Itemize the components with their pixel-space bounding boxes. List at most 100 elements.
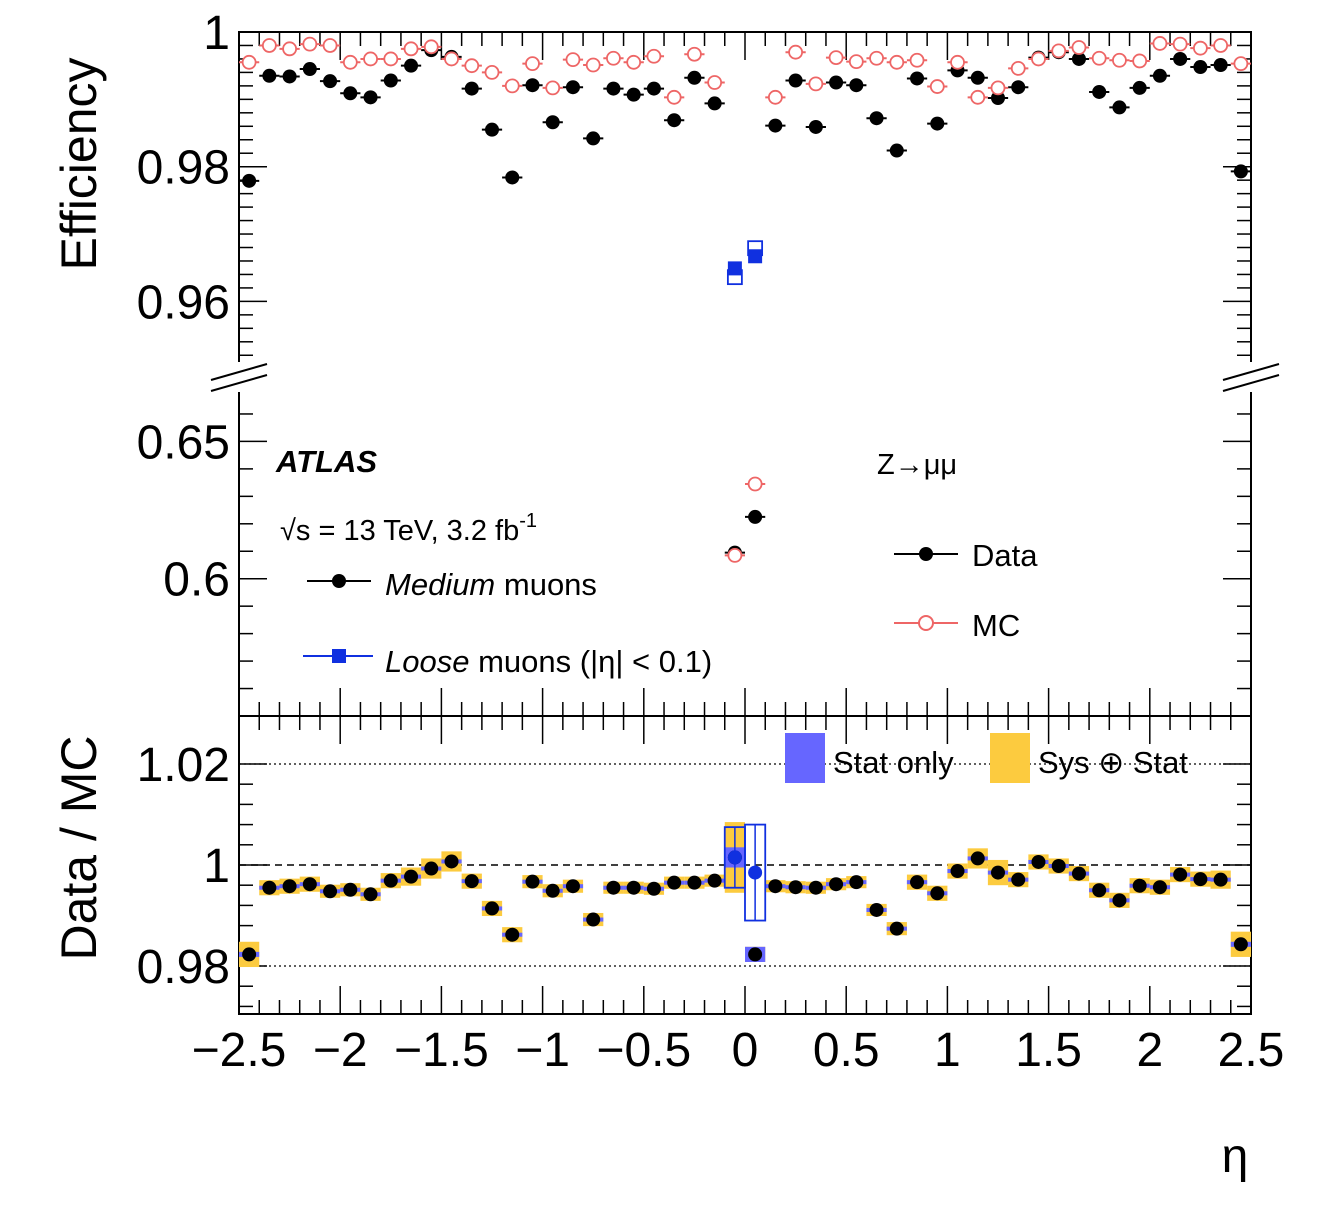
data-point <box>323 74 338 89</box>
data-point <box>1213 58 1228 72</box>
mc-point <box>525 56 540 72</box>
mc-point <box>1112 52 1127 68</box>
legend-loose-marker <box>332 649 346 663</box>
legend-data-marker <box>919 547 933 561</box>
mc-point <box>767 89 783 105</box>
data-point <box>545 115 560 130</box>
mc-point <box>808 76 824 92</box>
legend-loose-label: Loose muons (|η| < 0.1) <box>385 644 712 679</box>
mc-point <box>1051 43 1067 59</box>
ratio-point <box>545 883 560 898</box>
ratio-point <box>1132 878 1147 893</box>
ratio-point <box>1051 859 1066 874</box>
ratio-point <box>626 880 641 895</box>
ratio-point <box>606 880 621 895</box>
data-point <box>829 75 844 90</box>
legend-stat-swatch <box>785 733 825 783</box>
ratio-point <box>444 854 459 869</box>
axis-break-mark <box>210 363 268 381</box>
mc-point <box>727 547 743 563</box>
data-point <box>383 73 398 88</box>
data-point <box>1132 80 1147 95</box>
axis-ticks: −2.5 −2 −1.5 −1 −0.5 0 0.5 1 1.5 2 2.5 0.96 0.98 1 0.6… <box>137 7 1285 1077</box>
ratio-point <box>1112 893 1127 908</box>
ratio-point <box>910 875 925 890</box>
data-point <box>1092 84 1107 99</box>
data-point <box>808 119 823 134</box>
mc-point <box>1213 38 1229 53</box>
ratio-point <box>808 880 823 895</box>
ratio-point <box>282 879 297 894</box>
data-point <box>343 86 358 101</box>
y-tick-label-upper: 1 <box>203 7 230 60</box>
legend-mc-marker <box>918 615 934 631</box>
mc-point <box>1152 36 1168 51</box>
loose-data-point <box>748 249 763 264</box>
data-point <box>970 70 985 85</box>
y-axis-title-efficiency: Efficiency <box>51 57 107 270</box>
data-point <box>505 170 520 185</box>
data-point <box>565 80 580 95</box>
mc-point <box>302 36 318 52</box>
data-point <box>464 81 479 96</box>
y-tick-label-ratio: 1.02 <box>137 739 230 792</box>
mc-point <box>1091 50 1107 66</box>
x-tick-label: 1.5 <box>1015 1024 1082 1077</box>
mc-point <box>342 54 358 70</box>
legend-medium-label: Medium muons <box>385 567 597 602</box>
ratio-point <box>869 902 884 917</box>
energy-lumi-text: √s = 13 TeV, 3.2 fb <box>280 515 519 547</box>
data-point <box>1233 164 1248 179</box>
y-tick-label-upper: 0.96 <box>137 276 230 329</box>
mc-point <box>484 65 500 80</box>
data-point <box>586 131 601 146</box>
data-point <box>768 118 783 133</box>
mc-point <box>464 58 480 74</box>
mc-point <box>929 79 945 94</box>
data-point <box>404 58 419 73</box>
mc-point <box>322 38 338 53</box>
legend-medium-rest: muons <box>495 567 597 602</box>
ratio-point <box>1071 866 1086 881</box>
mc-point <box>444 51 459 67</box>
atlas-label: ATLAS <box>275 444 377 479</box>
mc-point <box>1031 51 1046 67</box>
x-tick-label: 2 <box>1136 1024 1163 1077</box>
data-point <box>302 62 317 77</box>
y-tick-label-ratio: 0.98 <box>137 941 230 994</box>
ratio-point <box>667 875 682 890</box>
mc-point <box>1071 40 1087 55</box>
data-markers <box>239 36 1251 962</box>
data-point <box>667 113 682 128</box>
process-label: Z→μμ <box>877 449 957 481</box>
ratio-point <box>262 880 277 895</box>
ratio-point <box>991 865 1005 880</box>
ratio-point <box>1193 872 1208 887</box>
mc-point <box>504 78 520 94</box>
data-point <box>869 111 884 126</box>
ratio-point <box>768 879 783 894</box>
ratio-point <box>383 873 398 888</box>
data-point <box>626 87 641 102</box>
legend-sys-label: Sys ⊕ Stat <box>1038 745 1188 780</box>
loose-ratio-point <box>727 850 742 865</box>
y-tick-label-ratio: 1 <box>203 840 230 893</box>
ratio-point <box>1092 883 1107 898</box>
mc-point <box>707 75 723 90</box>
energy-lumi-superscript: -1 <box>519 510 537 532</box>
data-point <box>606 81 621 96</box>
loose-data-point <box>727 261 742 276</box>
x-tick-label: 1 <box>934 1024 961 1077</box>
ratio-point <box>1173 867 1188 882</box>
x-axis-title: η <box>1222 1130 1249 1183</box>
y-tick-label-lower: 0.65 <box>137 416 230 469</box>
data-point <box>1173 51 1188 66</box>
mc-point <box>1233 56 1249 72</box>
mc-point <box>1193 40 1208 56</box>
legend-mc-label: MC <box>972 608 1020 643</box>
ratio-point <box>1152 880 1167 895</box>
axis-break-mark <box>1222 363 1280 381</box>
ratio-point <box>505 927 520 942</box>
ratio-point <box>1233 937 1248 952</box>
x-tick-label: −2 <box>313 1024 368 1077</box>
